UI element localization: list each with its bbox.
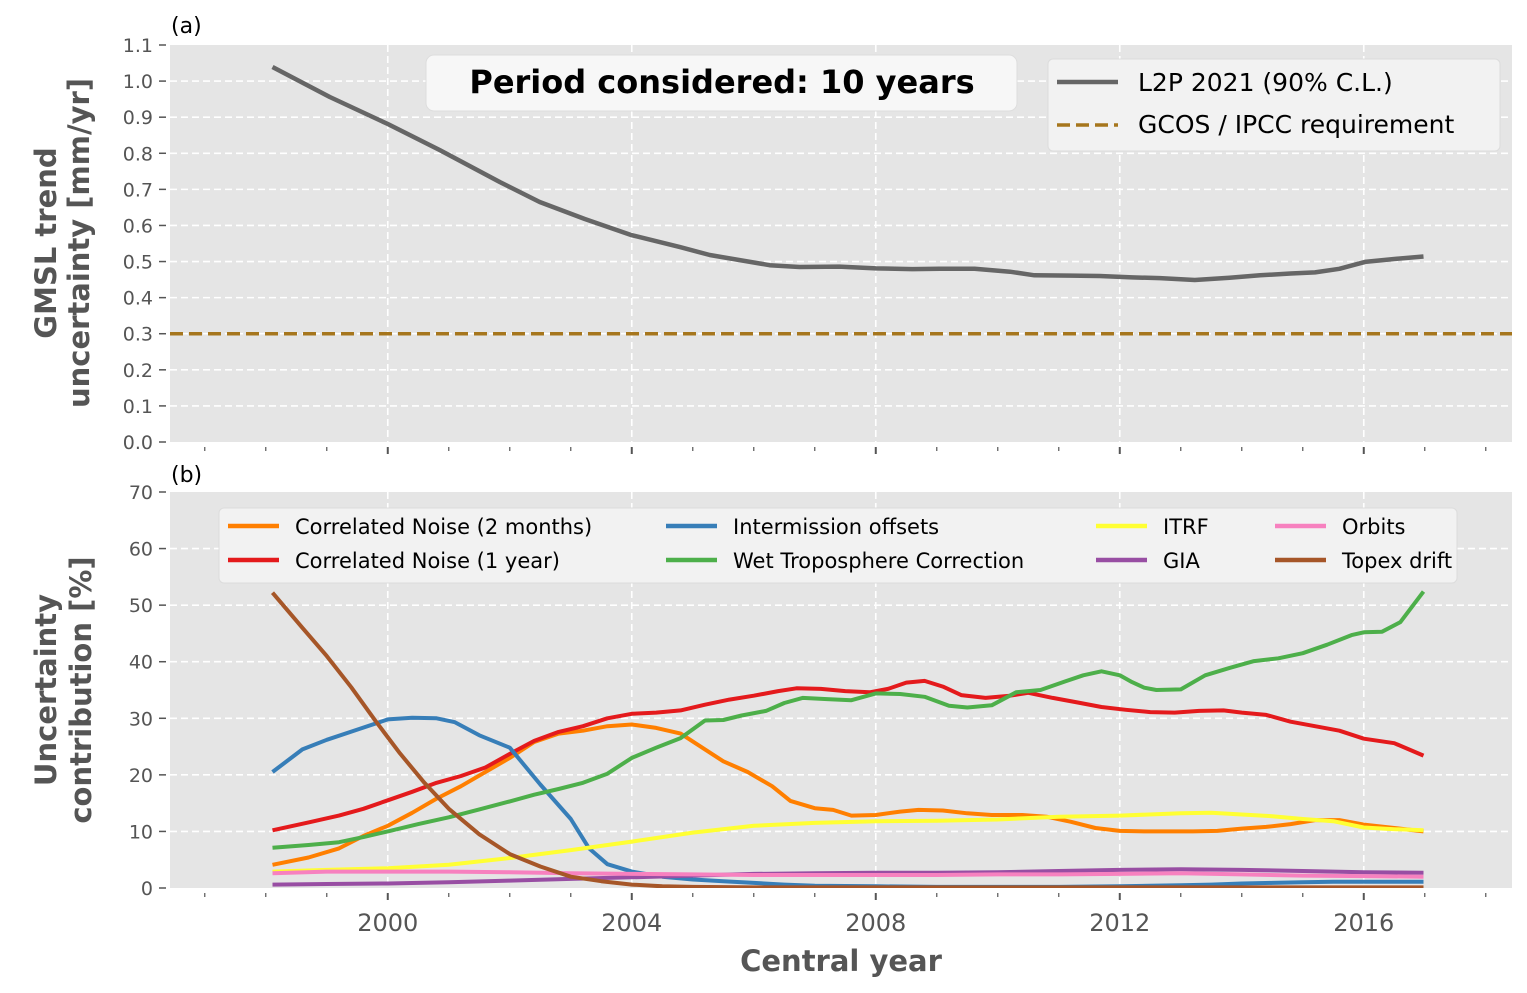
y-axis-title-b: Uncertainty: [29, 594, 63, 786]
y-tick-label: 0: [141, 878, 153, 900]
series-line-itrf: [272, 810, 1424, 874]
legend-b-box: [218, 507, 1458, 584]
y-axis-a: 0.0 0.1 0.2 0.3 0.4 0.5 0.6 0.7 0.8 0.9 1.0 1.1: [123, 35, 166, 454]
x-tick-label: 2004: [601, 909, 662, 937]
legend-b-label: GIA: [1163, 549, 1200, 573]
period-annotation: Period considered: 10 years: [425, 54, 1018, 112]
series-line-intermission-offsets: [271, 715, 1424, 888]
y-tick-label: 0.3: [123, 324, 153, 346]
y-tick-label: 60: [129, 539, 153, 561]
y-tick-label: 20: [129, 765, 153, 787]
x-tick-label: 2008: [845, 909, 906, 937]
y-axis-b: 0 10 20 30 40 50 60 70: [129, 482, 166, 900]
series-lines-b: [270, 590, 1426, 888]
legend-b-label: Correlated Noise (2 months): [295, 515, 592, 539]
y-tick-label: 40: [129, 652, 153, 674]
series-line-l2p-2021-90-c-l: [271, 65, 1424, 283]
y-axis-title-b-line2: contribution [%]: [64, 556, 98, 823]
legend-b: Correlated Noise (2 months) Correlated No…: [218, 507, 1458, 584]
legend-b-label: ITRF: [1163, 515, 1209, 539]
x-axis-b: 2000 2004 2008 2012 2016: [204, 893, 1487, 937]
series-lines-a: [170, 65, 1512, 336]
legend-b-label: Correlated Noise (1 year): [295, 549, 560, 573]
panel-a: 0.0 0.1 0.2 0.3 0.4 0.5 0.6 0.7 0.8 0.9 1.0 1.1 (a)…: [29, 14, 1512, 454]
panel-b: 0 10 20 30 40 50 60 70 2000 2004 2008 2012 2016 (b)…: [29, 463, 1512, 978]
legend-b-label: Topex drift: [1341, 549, 1452, 573]
x-tick-label: 2000: [357, 909, 418, 937]
y-tick-label: 0.4: [123, 288, 153, 310]
x-axis-a: [204, 447, 1487, 454]
y-tick-label: 0.6: [123, 215, 153, 237]
series-line-correlated-noise-1-year: [272, 678, 1425, 833]
y-axis-title-a-2: uncertainty [mm/yr]: [62, 78, 96, 408]
y-tick-label: 0.8: [123, 143, 153, 165]
x-tick-label: 2016: [1333, 909, 1394, 937]
y-axis-title-a-line2: uncertainty [mm/yr]: [62, 78, 96, 408]
legend-b-label: Intermission offsets: [733, 515, 939, 539]
y-tick-label: 30: [129, 708, 153, 730]
x-tick-label: 2012: [1089, 909, 1150, 937]
panel-label-b: (b): [171, 463, 202, 488]
panel-label-a: (a): [171, 14, 202, 39]
x-axis-title: Central year: [740, 944, 943, 978]
y-tick-label: 1.0: [123, 71, 153, 93]
y-tick-label: 0.0: [123, 432, 153, 454]
y-tick-label: 0.2: [123, 360, 153, 382]
legend-a-item-1-label: GCOS / IPCC requirement: [1138, 110, 1454, 139]
y-axis-title-b-2: contribution [%]: [64, 556, 98, 823]
legend-a-box: [1047, 58, 1501, 152]
series-line-correlated-noise-2-months: [272, 722, 1424, 867]
legend-a: L2P 2021 (90% C.L.) GCOS / IPCC requirem…: [1047, 58, 1501, 152]
y-tick-label: 1.1: [123, 35, 153, 57]
y-tick-label: 0.7: [123, 179, 153, 201]
annotation-box: [425, 54, 1018, 112]
y-tick-label: 70: [129, 482, 153, 504]
legend-a-item-0-label: L2P 2021 (90% C.L.): [1138, 68, 1393, 97]
legend-b-label: Orbits: [1342, 515, 1406, 539]
series-line-topex-drift: [270, 591, 1424, 888]
y-axis-title-a: GMSL trend: [29, 147, 63, 338]
y-tick-label: 0.1: [123, 396, 153, 418]
series-line-wet-troposphere-correction: [272, 590, 1426, 850]
series-line-orbits: [272, 869, 1424, 879]
y-tick-label: 10: [129, 821, 153, 843]
y-axis-title-a-line1: GMSL trend: [29, 147, 63, 338]
y-tick-label: 50: [129, 595, 153, 617]
annotation-text: Period considered: 10 years: [469, 63, 974, 101]
legend-b-label: Wet Troposphere Correction: [733, 549, 1024, 573]
y-axis-title-b-line1: Uncertainty: [29, 594, 63, 786]
y-tick-label: 0.9: [123, 107, 153, 129]
y-tick-label: 0.5: [123, 252, 153, 274]
